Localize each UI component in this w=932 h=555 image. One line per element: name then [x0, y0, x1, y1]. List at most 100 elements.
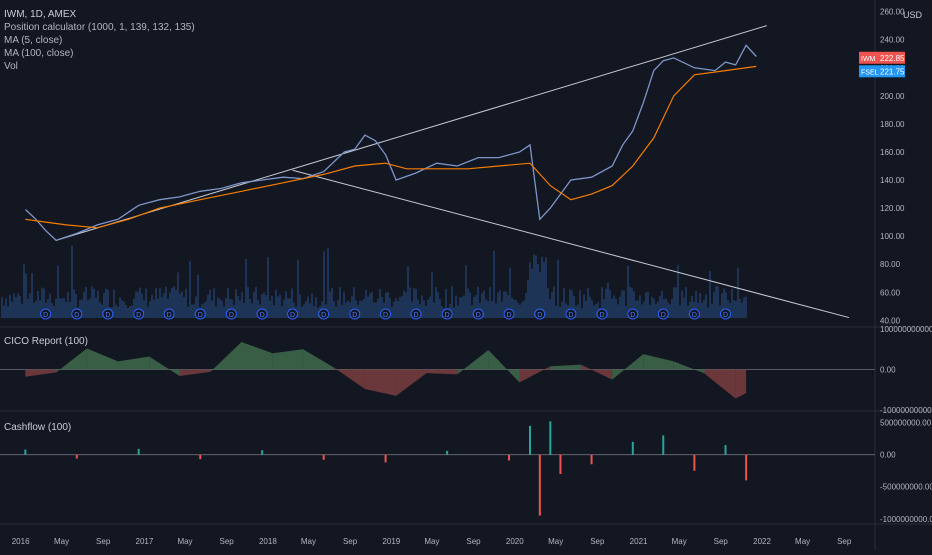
dividend-marker-label: D: [229, 312, 234, 319]
cico-area-segment: [56, 348, 87, 373]
dividend-marker: [225, 308, 237, 320]
time-tick-label: May: [672, 537, 687, 546]
price-tick-label: 120.00: [880, 204, 905, 213]
time-tick-label: May: [424, 537, 439, 546]
price-tick-label: 40.00: [880, 316, 901, 325]
last-price-value: 222.85: [880, 54, 905, 63]
time-tick-label: 2020: [506, 537, 524, 546]
legend-ma5[interactable]: MA (5, close): [4, 35, 63, 46]
dividend-marker: [503, 308, 515, 320]
dividend-marker-label: D: [74, 312, 79, 319]
cico-area-segment: [704, 369, 736, 399]
dividend-marker: [163, 308, 175, 320]
time-tick-label: 2018: [259, 537, 277, 546]
dividend-marker-label: D: [383, 312, 388, 319]
dividend-marker-label: D: [413, 312, 418, 319]
cashflow-tick-label: -1000000000.00: [880, 515, 932, 524]
dividend-marker: [441, 308, 453, 320]
cico-area-segment: [612, 354, 644, 380]
price-tick-label: 140.00: [880, 176, 905, 185]
time-tick-label: Sep: [343, 537, 358, 546]
last-price-label-bg: [859, 65, 905, 78]
dividend-marker-label: D: [568, 312, 573, 319]
dividend-marker: [133, 308, 145, 320]
time-tick-label: Sep: [590, 537, 605, 546]
time-tick-label: Sep: [219, 537, 234, 546]
last-price-tag: IWM: [861, 56, 876, 63]
cico-area-segment: [179, 369, 211, 376]
time-tick-label: May: [301, 537, 316, 546]
cico-area-segment: [86, 348, 119, 370]
dividend-marker-label: D: [630, 312, 635, 319]
dividend-marker: [565, 308, 577, 320]
dividend-marker: [102, 308, 114, 320]
cico-legend[interactable]: CICO Report (100): [4, 336, 88, 347]
price-tick-label: 240.00: [880, 36, 905, 45]
dividend-marker-label: D: [661, 312, 666, 319]
legend-vol[interactable]: Vol: [4, 61, 18, 72]
cico-area-segment: [457, 350, 489, 375]
ma100-line: [25, 65, 757, 229]
dividend-marker: [688, 308, 700, 320]
cico-area-segment: [396, 369, 427, 396]
time-tick-label: Sep: [466, 537, 481, 546]
time-tick-label: 2016: [12, 537, 30, 546]
symbol-header[interactable]: IWM, 1D, AMEX: [4, 9, 77, 20]
cico-area-segment: [364, 369, 397, 396]
dividend-marker: [318, 308, 330, 320]
dividend-marker-label: D: [290, 312, 295, 319]
dividend-marker-label: D: [321, 312, 326, 319]
time-tick-label: Sep: [837, 537, 852, 546]
cico-area-segment: [149, 356, 180, 376]
time-tick-label: 2022: [753, 537, 771, 546]
dividend-marker-label: D: [260, 312, 265, 319]
cico-tick-label: 0.00: [880, 366, 896, 375]
dividend-marker: [71, 308, 83, 320]
price-tick-label: 180.00: [880, 120, 905, 129]
time-tick-label: May: [548, 537, 563, 546]
dividend-marker-label: D: [43, 312, 48, 319]
price-tick-label: 160.00: [880, 148, 905, 157]
time-tick-label: May: [177, 537, 192, 546]
dividend-marker: [720, 308, 732, 320]
dividend-marker: [194, 308, 206, 320]
dividend-marker-label: D: [507, 312, 512, 319]
cico-area-segment: [643, 354, 674, 370]
cashflow-tick-label: 0.00: [880, 451, 896, 460]
price-tick-label: 60.00: [880, 288, 901, 297]
dividend-marker: [627, 308, 639, 320]
dividend-marker-label: D: [600, 312, 605, 319]
dividend-marker: [596, 308, 608, 320]
dividend-marker: [534, 308, 546, 320]
dividend-marker: [472, 308, 484, 320]
cico-area-segment: [426, 369, 458, 375]
dividend-marker: [380, 308, 392, 320]
cico-area-segment: [550, 364, 582, 370]
price-tick-label: 80.00: [880, 260, 901, 269]
dividend-marker: [287, 308, 299, 320]
dividend-marker: [657, 308, 669, 320]
legend-ma100[interactable]: MA (100, close): [4, 48, 74, 59]
cico-area-segment: [333, 367, 365, 389]
dividend-marker: [410, 308, 422, 320]
dividend-marker-label: D: [723, 312, 728, 319]
dividend-marker: [40, 308, 52, 320]
time-tick-label: Sep: [96, 537, 111, 546]
cashflow-legend[interactable]: Cashflow (100): [4, 422, 72, 433]
cico-area-segment: [581, 364, 613, 380]
dividend-marker-label: D: [136, 312, 141, 319]
last-price-label-bg: [859, 51, 905, 64]
dividend-marker-label: D: [537, 312, 542, 319]
legend-position-calculator[interactable]: Position calculator (1000, 1, 139, 132, …: [4, 22, 195, 33]
cico-area-segment: [735, 369, 747, 399]
time-tick-label: May: [795, 537, 810, 546]
time-tick-label: 2017: [136, 537, 154, 546]
cico-area-segment: [272, 349, 304, 370]
cico-area-segment: [519, 366, 551, 383]
dividend-marker: [256, 308, 268, 320]
price-series-line: [24, 44, 757, 242]
last-price-value: 221.75: [880, 67, 905, 76]
